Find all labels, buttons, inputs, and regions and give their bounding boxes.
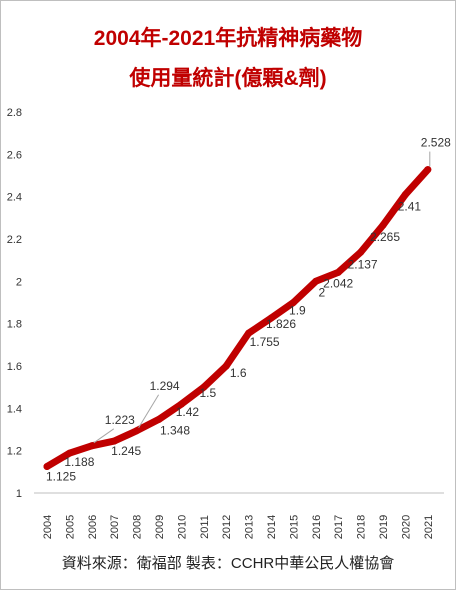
x-tick-label: 2019: [378, 515, 390, 539]
data-point: [177, 400, 185, 408]
y-tick-label: 1: [16, 488, 22, 500]
x-tick-label: 2008: [132, 515, 144, 539]
x-tick-label: 2013: [244, 515, 256, 539]
data-point: [155, 415, 163, 423]
data-label: 1.5: [199, 386, 216, 400]
data-label: 1.9: [289, 304, 306, 318]
data-point: [43, 463, 51, 471]
data-point: [133, 427, 141, 435]
data-label: 1.223: [105, 413, 135, 427]
data-label: 2.265: [370, 230, 400, 244]
x-tick-label: 2017: [333, 515, 345, 539]
data-label-leader: [138, 394, 160, 429]
chart-subtitle: 使用量統計(億顆&劑): [129, 67, 327, 90]
data-label: 1.826: [266, 317, 296, 331]
data-label: 2.528: [421, 136, 451, 150]
data-point: [245, 329, 253, 337]
data-point: [110, 437, 118, 445]
chart-title: 2004年-2021年抗精神病藥物: [93, 27, 363, 50]
data-label: 1.125: [46, 470, 76, 484]
data-label: 1.755: [250, 335, 280, 349]
data-point: [65, 449, 73, 457]
data-label: 1.294: [150, 379, 180, 393]
data-point: [379, 221, 387, 229]
y-tick-label: 1.8: [7, 319, 22, 331]
y-tick-label: 2.6: [7, 149, 22, 161]
x-tick-label: 2018: [356, 515, 368, 539]
x-tick-label: 2015: [288, 515, 300, 539]
data-point: [357, 248, 365, 256]
data-label: 2.042: [323, 276, 353, 290]
data-label: 2.137: [348, 257, 378, 271]
data-point: [222, 362, 230, 370]
data-point: [267, 314, 275, 322]
x-tick-label: 2021: [423, 515, 435, 539]
y-tick-label: 2.2: [7, 234, 22, 246]
data-point: [88, 442, 96, 450]
data-point: [424, 166, 432, 174]
data-label: 1.245: [111, 444, 141, 458]
y-tick-label: 1.6: [7, 361, 22, 373]
x-tick-label: 2012: [221, 515, 233, 539]
data-label: 2.41: [398, 200, 422, 214]
x-tick-label: 2005: [64, 515, 76, 539]
y-tick-label: 2: [16, 276, 22, 288]
x-tick-label: 2016: [311, 515, 323, 539]
x-tick-label: 2004: [42, 515, 54, 539]
source-footer: 資料來源：衛福部 製表：CCHR中華公民人權協會: [61, 555, 395, 572]
data-label: 1.6: [230, 366, 247, 380]
y-tick-label: 2.4: [7, 192, 22, 204]
y-tick-label: 1.2: [7, 446, 22, 458]
data-point: [289, 299, 297, 306]
y-tick-label: 1.4: [7, 403, 22, 415]
data-point: [334, 268, 342, 276]
x-tick-label: 2011: [199, 515, 211, 539]
data-line: [43, 166, 432, 470]
data-label: 1.348: [160, 423, 190, 437]
y-tick-label: 2.8: [7, 107, 22, 119]
data-point: [312, 277, 320, 285]
x-tick-label: 2009: [154, 515, 166, 539]
x-tick-label: 2010: [176, 515, 188, 539]
x-tick-label: 2014: [266, 515, 278, 539]
x-tick-label: 2006: [87, 515, 99, 539]
x-tick-label: 2020: [400, 515, 412, 539]
data-point: [200, 383, 208, 391]
data-label: 2: [318, 285, 325, 299]
x-tick-label: 2007: [109, 515, 121, 539]
data-label: 1.188: [64, 455, 94, 469]
data-label-leader: [93, 428, 115, 444]
data-label: 1.42: [176, 405, 200, 419]
data-point: [401, 191, 409, 199]
